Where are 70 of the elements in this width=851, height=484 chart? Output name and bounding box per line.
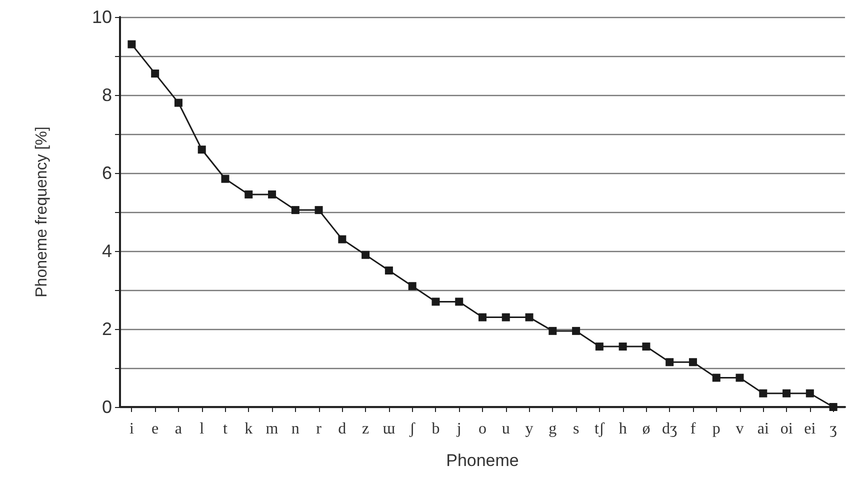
x-tick-label: p	[712, 420, 720, 438]
x-tick-label: b	[432, 420, 440, 438]
x-tick-label: n	[291, 420, 300, 438]
x-tick-label: d	[338, 420, 346, 438]
x-tick-label: ʒ	[830, 420, 837, 438]
point	[314, 206, 323, 214]
x-tick-label: f	[690, 420, 696, 438]
point	[478, 313, 486, 322]
point	[759, 389, 768, 398]
x-tick-label: e	[152, 420, 159, 438]
point	[268, 190, 276, 198]
x-axis-title: Phoneme	[446, 451, 519, 470]
x-tick-label: o	[478, 420, 486, 438]
x-tick-label: u	[502, 420, 510, 438]
point	[666, 358, 674, 366]
point	[338, 235, 346, 244]
y-tick-label: 8	[102, 85, 112, 105]
x-tick-label: tʃ	[594, 420, 605, 438]
point	[432, 298, 440, 306]
point	[455, 298, 464, 306]
y-axis-title: Phoneme frequency [%]	[34, 126, 50, 298]
x-tick-label: ei	[804, 420, 816, 438]
point	[151, 70, 160, 78]
point	[548, 326, 557, 335]
x-tick-label: z	[362, 420, 370, 438]
point	[362, 250, 370, 259]
point	[244, 190, 253, 198]
point	[595, 342, 604, 351]
x-tick-label: oi	[780, 420, 794, 438]
point	[384, 266, 393, 274]
point	[525, 313, 534, 322]
point	[736, 374, 744, 382]
x-tick-label: r	[316, 420, 322, 438]
x-tick-label: ʃ	[408, 420, 416, 438]
y-tick-label: 6	[102, 163, 112, 183]
y-tick-label: 10	[92, 7, 112, 27]
x-tick-label: ai	[757, 420, 770, 438]
point	[408, 282, 416, 290]
y-tick-label: 2	[102, 319, 112, 339]
x-tick-label: m	[266, 420, 279, 438]
x-tick-label: dʒ	[662, 420, 678, 438]
point	[618, 342, 627, 351]
x-tick-label: i	[129, 420, 134, 438]
x-tick-label: h	[618, 420, 627, 438]
x-tick-label: y	[525, 420, 534, 438]
point	[688, 358, 697, 366]
x-tick-label: v	[736, 420, 744, 438]
point	[806, 389, 814, 398]
point	[829, 403, 838, 411]
x-tick-label: l	[200, 420, 205, 438]
point	[128, 40, 136, 48]
x-tick-label: a	[174, 420, 182, 438]
point	[642, 342, 650, 351]
y-tick-label: 4	[102, 241, 112, 261]
point	[198, 146, 206, 154]
point	[712, 374, 720, 382]
x-tick-label: k	[244, 420, 253, 438]
x-tick-label: ɯ	[382, 420, 396, 438]
x-tick-label: g	[548, 420, 557, 438]
x-tick-label: s	[572, 420, 580, 438]
point	[291, 206, 300, 214]
point	[572, 326, 580, 335]
point	[502, 313, 510, 322]
y-tick-label: 0	[102, 397, 112, 417]
x-tick-label: j	[456, 420, 462, 438]
x-tick-label: t	[223, 420, 228, 438]
point	[782, 389, 791, 398]
point	[174, 98, 182, 107]
point	[221, 174, 230, 183]
x-tick-label: ø	[642, 420, 650, 438]
